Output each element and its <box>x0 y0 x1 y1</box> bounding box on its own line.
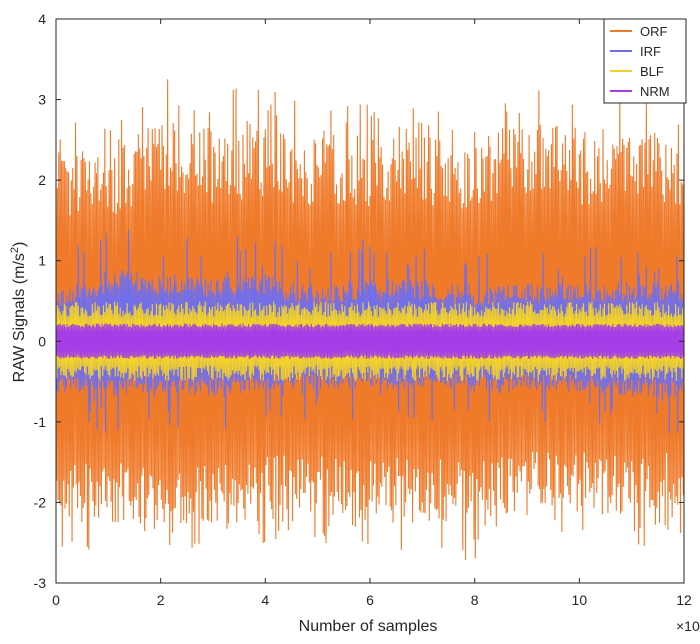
y-tick-label: 0 <box>38 333 46 349</box>
legend-label-blf: BLF <box>640 64 664 79</box>
y-axis-title-superscript: 2 <box>9 247 21 253</box>
legend-label-irf: IRF <box>640 44 661 59</box>
x-tick-label: 12 <box>676 592 692 608</box>
series-line-blf <box>55 301 685 382</box>
series-line-nrm <box>55 323 685 360</box>
y-tick-label: 3 <box>38 92 46 108</box>
y-axis-title: RAW Signals (m/s2) <box>9 242 28 383</box>
y-axis-title-main: RAW Signals (m/s <box>11 253 28 382</box>
legend-label-orf: ORF <box>640 24 668 39</box>
y-tick-label: 4 <box>38 11 46 27</box>
x-tick-label: 0 <box>52 592 60 608</box>
x-tick-label: 8 <box>471 592 479 608</box>
y-tick-label: 1 <box>38 253 46 269</box>
legend-box <box>603 18 687 104</box>
x-axis-title: Number of samples <box>299 618 438 635</box>
y-tick-label: 2 <box>38 172 46 188</box>
x-axis-multiplier-base: ×10 <box>676 618 700 634</box>
y-tick-label: -1 <box>34 414 47 430</box>
y-axis-title-close: ) <box>11 242 28 247</box>
x-tick-label: 4 <box>261 592 269 608</box>
legend-label-nrm: NRM <box>640 84 670 99</box>
x-tick-label: 2 <box>157 592 165 608</box>
x-tick-label: 6 <box>366 592 374 608</box>
plot-series <box>55 79 685 560</box>
y-tick-label: -3 <box>34 575 47 591</box>
x-tick-label: 10 <box>572 592 588 608</box>
series-line-orf <box>55 79 685 560</box>
legend: ORF IRF BLF NRM <box>603 18 687 104</box>
series-line-irf <box>55 229 685 433</box>
x-axis: 0 2 4 6 8 10 12 <box>52 19 692 608</box>
x-axis-multiplier: ×104 <box>676 617 700 634</box>
y-tick-label: -2 <box>34 494 47 510</box>
y-axis: -3 -2 -1 0 1 2 3 4 <box>34 11 684 591</box>
